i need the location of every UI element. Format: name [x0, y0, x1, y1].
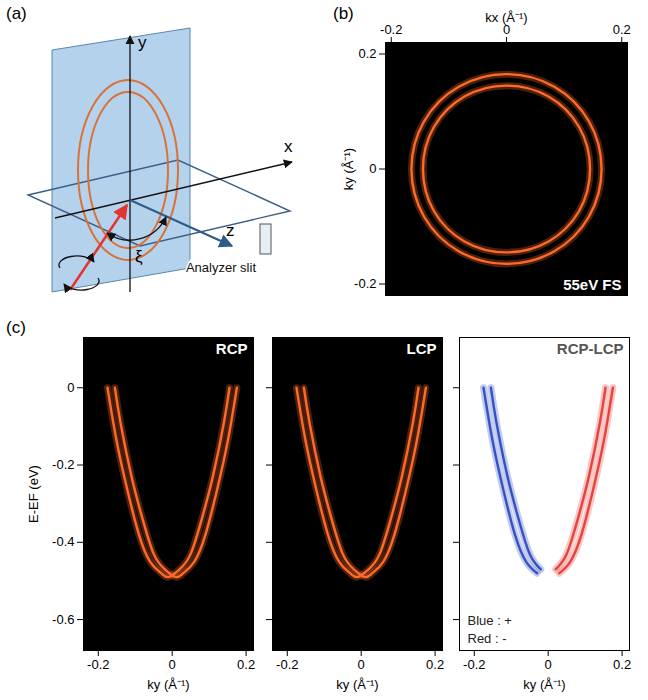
- svg-text:E-EF (eV): E-EF (eV): [26, 465, 41, 523]
- svg-text:-0.2: -0.2: [463, 657, 485, 672]
- svg-text:0: 0: [369, 161, 376, 176]
- svg-text:0.2: 0.2: [613, 22, 631, 37]
- svg-text:x: x: [284, 137, 293, 156]
- svg-text:-0.2: -0.2: [52, 457, 74, 472]
- svg-text:0.2: 0.2: [358, 46, 376, 61]
- svg-text:55eV FS: 55eV FS: [563, 276, 621, 293]
- svg-text:y: y: [138, 33, 147, 52]
- html-text:(a): (a): [6, 4, 27, 23]
- svg-text:Red : -: Red : -: [468, 631, 507, 646]
- svg-text:-0.2: -0.2: [380, 22, 402, 37]
- svg-text:ky (Å⁻¹): ky (Å⁻¹): [147, 677, 189, 692]
- svg-text:LCP: LCP: [407, 340, 437, 357]
- svg-text:Blue : +: Blue : +: [468, 613, 512, 628]
- svg-text:0.2: 0.2: [426, 657, 444, 672]
- svg-text:-0.2: -0.2: [354, 276, 376, 291]
- html-text:(b): (b): [333, 4, 354, 23]
- svg-text:ky (Å⁻¹): ky (Å⁻¹): [523, 677, 565, 692]
- svg-text:ky (Å⁻¹): ky (Å⁻¹): [341, 148, 356, 190]
- svg-text:-0.4: -0.4: [52, 534, 74, 549]
- svg-text:0: 0: [545, 657, 552, 672]
- svg-text:ky (Å⁻¹): ky (Å⁻¹): [336, 677, 378, 692]
- svg-text:RCP: RCP: [216, 340, 248, 357]
- svg-text:z: z: [226, 221, 235, 240]
- svg-text:-0.6: -0.6: [52, 612, 74, 627]
- html-text:(c): (c): [6, 318, 26, 337]
- svg-text:kx (Å⁻¹): kx (Å⁻¹): [485, 10, 527, 25]
- svg-text:0.2: 0.2: [613, 657, 631, 672]
- svg-text:0: 0: [358, 657, 365, 672]
- svg-text:0: 0: [502, 21, 511, 37]
- svg-text:RCP-LCP: RCP-LCP: [557, 340, 624, 357]
- svg-text:-0.2: -0.2: [87, 657, 109, 672]
- svg-text:-0.2: -0.2: [276, 657, 298, 672]
- svg-text:0: 0: [169, 657, 176, 672]
- svg-text:0: 0: [67, 380, 74, 395]
- svg-text:ξ: ξ: [135, 247, 143, 266]
- svg-text:0.2: 0.2: [237, 657, 255, 672]
- svg-text:Analyzer slit: Analyzer slit: [186, 260, 256, 275]
